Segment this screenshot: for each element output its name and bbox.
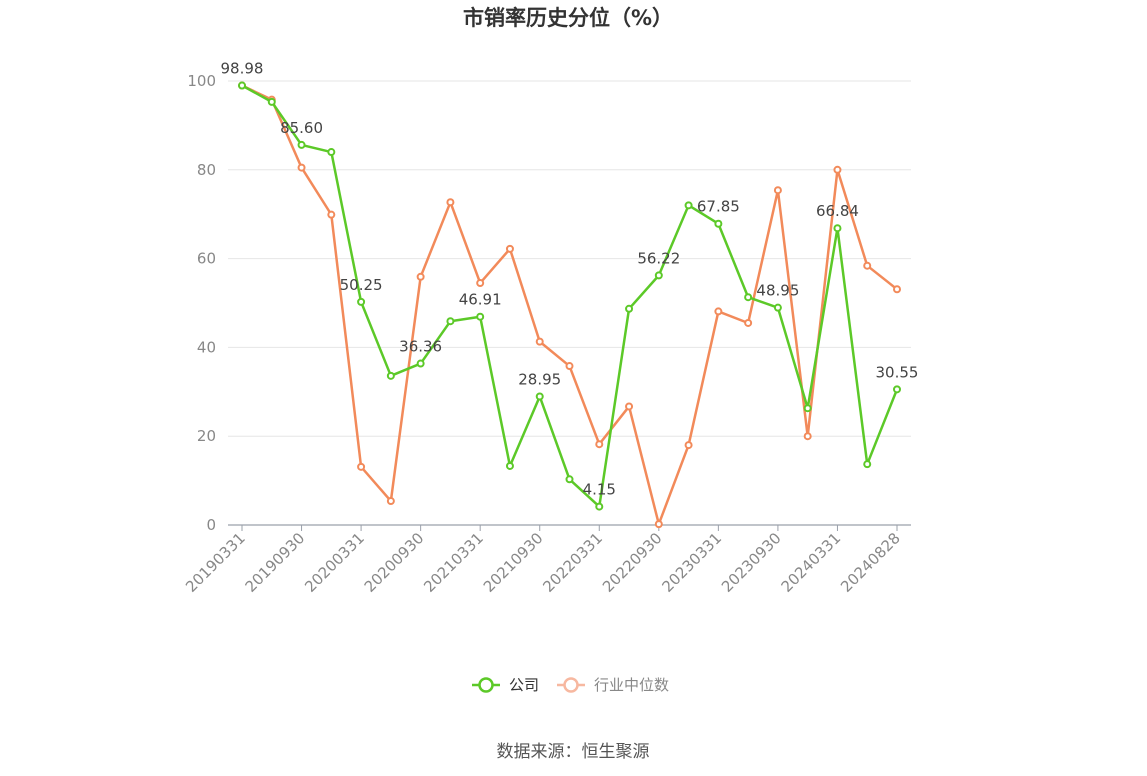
- data-point[interactable]: [386, 371, 395, 380]
- data-point[interactable]: [416, 272, 425, 281]
- data-point[interactable]: [625, 304, 634, 313]
- x-tick-label: 20220930: [599, 529, 666, 596]
- data-point[interactable]: [327, 148, 336, 157]
- data-point[interactable]: [357, 297, 366, 306]
- y-tick-label: 60: [197, 250, 216, 268]
- data-label: 98.98: [221, 60, 264, 78]
- data-label: 66.84: [816, 202, 859, 220]
- x-tick-label: 20230930: [718, 529, 785, 596]
- x-tick-label: 20240331: [778, 529, 845, 596]
- legend-item-1[interactable]: 行业中位数: [594, 676, 669, 694]
- data-label: 36.36: [399, 338, 442, 356]
- y-tick-label: 20: [197, 427, 216, 445]
- x-tick-label: 20190930: [242, 529, 309, 596]
- gridlines: [228, 80, 911, 437]
- data-label: 67.85: [697, 198, 740, 216]
- data-point[interactable]: [565, 362, 574, 371]
- data-point[interactable]: [684, 201, 693, 210]
- y-tick-label: 0: [206, 516, 216, 534]
- data-point[interactable]: [833, 224, 842, 233]
- legend[interactable]: 公司 行业中位数: [472, 676, 669, 694]
- data-label: 4.15: [583, 481, 616, 499]
- data-point[interactable]: [833, 165, 842, 174]
- data-point[interactable]: [446, 317, 455, 326]
- data-label: 28.95: [518, 370, 561, 388]
- x-tick-label: 20220331: [539, 529, 606, 596]
- data-point[interactable]: [446, 198, 455, 207]
- x-tick-label: 20210331: [420, 529, 487, 596]
- series-group: [238, 81, 901, 529]
- data-point[interactable]: [267, 97, 276, 106]
- data-point[interactable]: [357, 462, 366, 471]
- data-point[interactable]: [773, 186, 782, 195]
- x-axis: 2019033120190930202003312020093020210331…: [182, 524, 911, 596]
- data-point[interactable]: [297, 140, 306, 149]
- data-point[interactable]: [505, 461, 514, 470]
- data-point[interactable]: [476, 312, 485, 321]
- y-tick-label: 100: [187, 72, 216, 90]
- x-tick-label: 20200331: [301, 529, 368, 596]
- data-source: 数据来源：恒生聚源: [497, 742, 650, 762]
- legend-marker[interactable]: [478, 677, 494, 693]
- data-label: 30.55: [876, 363, 919, 381]
- data-point[interactable]: [773, 303, 782, 312]
- data-point[interactable]: [684, 441, 693, 450]
- data-label: 48.95: [756, 282, 799, 300]
- data-label: 56.22: [637, 249, 680, 267]
- data-point[interactable]: [565, 475, 574, 484]
- data-point[interactable]: [803, 404, 812, 413]
- data-point[interactable]: [893, 285, 901, 294]
- x-tick-label: 20200930: [361, 529, 428, 596]
- x-tick-label: 20210930: [480, 529, 547, 596]
- data-point[interactable]: [238, 81, 246, 90]
- data-point[interactable]: [327, 210, 336, 219]
- x-tick-label: 20230331: [658, 529, 725, 596]
- data-point[interactable]: [714, 307, 723, 316]
- data-point[interactable]: [535, 337, 544, 346]
- data-point[interactable]: [386, 497, 395, 506]
- data-point[interactable]: [654, 520, 663, 529]
- data-label: 46.91: [459, 291, 502, 309]
- data-point[interactable]: [625, 402, 634, 411]
- legend-item-0[interactable]: 公司: [509, 676, 539, 694]
- data-point[interactable]: [505, 244, 514, 253]
- data-label: 50.25: [340, 276, 383, 294]
- y-tick-label: 80: [197, 161, 216, 179]
- data-point[interactable]: [654, 271, 663, 280]
- data-point[interactable]: [416, 359, 425, 368]
- data-point[interactable]: [744, 318, 753, 327]
- series-line-1: [241, 84, 898, 526]
- y-tick-label: 40: [197, 338, 216, 356]
- y-axis: 0 20 40 60 80 100: [187, 72, 216, 534]
- data-point[interactable]: [595, 440, 604, 449]
- data-point[interactable]: [744, 293, 753, 302]
- legend-marker[interactable]: [563, 677, 579, 693]
- data-labels: 98.98 85.60 50.25 36.36 46.91 28.95 4.15 56.22 6…: [221, 60, 919, 499]
- data-point[interactable]: [893, 385, 901, 394]
- data-point[interactable]: [297, 163, 306, 172]
- data-point[interactable]: [535, 392, 544, 401]
- x-tick-label: 20190331: [182, 529, 249, 596]
- data-label: 85.60: [280, 119, 323, 137]
- chart-title: 市销率历史分位（%）: [463, 6, 673, 30]
- data-point[interactable]: [863, 261, 872, 270]
- x-tick-label: 20240828: [837, 529, 904, 596]
- data-point[interactable]: [476, 279, 485, 288]
- data-point[interactable]: [863, 460, 872, 469]
- data-point[interactable]: [803, 432, 812, 441]
- data-point[interactable]: [714, 219, 723, 228]
- data-point[interactable]: [595, 502, 604, 511]
